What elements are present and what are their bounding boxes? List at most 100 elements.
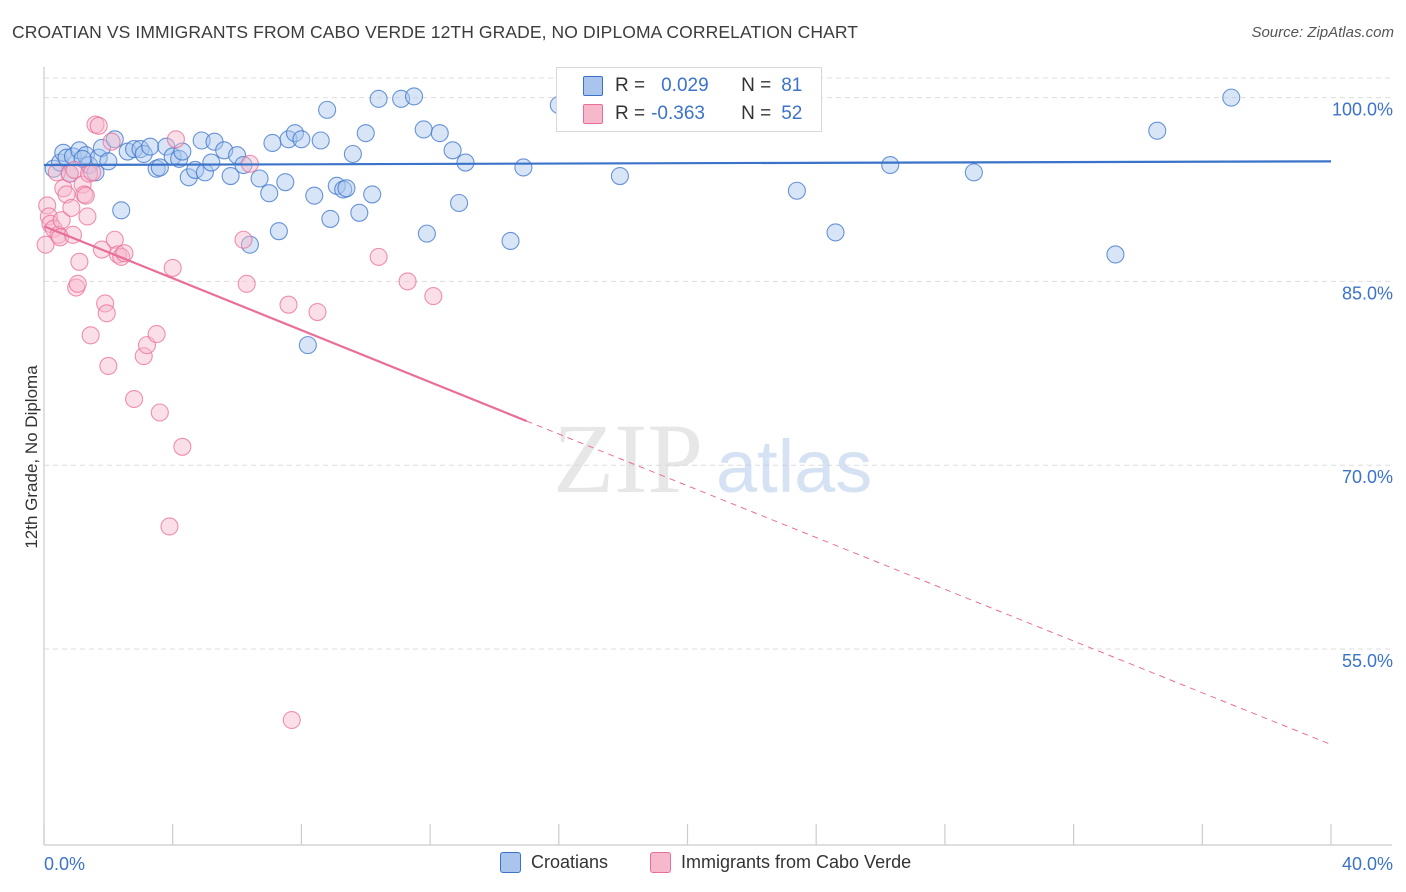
croatians-point — [610, 166, 629, 186]
cabo-verde-point — [57, 185, 76, 204]
croatians-point — [404, 87, 424, 106]
cabo-verde-point — [99, 356, 118, 375]
points-layer — [36, 87, 1241, 730]
croatians-point — [964, 163, 983, 182]
cabo-verde-point — [83, 163, 102, 182]
legend-r-value: 0.029 — [661, 75, 709, 96]
croatians-point — [514, 158, 533, 177]
croatians-point — [292, 130, 311, 149]
cabo-verde-point — [282, 710, 301, 730]
croatians-point — [263, 133, 282, 153]
watermark-zip: ZIP — [553, 403, 703, 514]
cabo-verde-point — [150, 403, 169, 422]
cabo-verde-point — [68, 274, 87, 293]
axis-layer — [43, 67, 1392, 846]
legend-n-label: N = — [741, 103, 772, 124]
cabo-verde-point — [424, 287, 443, 306]
croatians-point — [134, 144, 153, 164]
croatians-point — [826, 223, 845, 242]
croatians-point — [202, 153, 221, 172]
cabo-verde-point — [234, 230, 253, 249]
legend-r-value: -0.363 — [651, 103, 705, 124]
legend-n-value: 52 — [781, 103, 803, 124]
croatians-point — [787, 181, 806, 200]
croatians-point — [1148, 121, 1167, 140]
croatians-label: Croatians — [531, 852, 609, 872]
croatians-point — [443, 141, 462, 160]
series-legend: Croatians Immigrants from Cabo Verde — [0, 852, 1406, 878]
cabo-verde-point — [97, 304, 116, 323]
croatians-point — [501, 231, 520, 251]
cabo-verde-point — [173, 437, 192, 456]
cabo-verde-point — [76, 186, 95, 205]
y-axis-title: 12th Grade, No Diploma — [22, 365, 41, 549]
labels-layer: 55.0% 70.0% 85.0% 100.0% 0.0% 40.0% 12th Grade… — [22, 100, 1393, 874]
croatians-point — [150, 158, 169, 177]
croatians-point — [369, 89, 388, 108]
croatians-trendline — [43, 160, 1332, 167]
croatians-point — [321, 209, 340, 228]
legend-swatch-croatians — [583, 76, 603, 96]
croatians-point — [105, 130, 124, 149]
cabo-verde-point — [237, 274, 256, 293]
croatians-swatch — [500, 852, 521, 873]
croatians-point — [318, 100, 337, 119]
croatians-point — [363, 185, 382, 204]
croatians-point — [112, 201, 131, 220]
croatians-point — [269, 222, 288, 241]
cabo-verde-point — [308, 302, 327, 322]
cabo-verde-point — [102, 132, 121, 151]
croatians-point — [311, 131, 330, 150]
legend-r-label: R = — [615, 103, 646, 124]
trend-layer — [43, 160, 1332, 745]
croatians-point — [456, 153, 475, 172]
y-tick-label: 100.0% — [1332, 100, 1393, 120]
croatians-point — [430, 124, 449, 143]
cabo-verde-point — [160, 517, 179, 536]
croatians-point — [414, 120, 433, 139]
cabo-verde-point — [78, 207, 97, 226]
croatians-point — [881, 155, 900, 175]
cabo-verde-point — [36, 235, 55, 254]
cabo-verde-point — [125, 389, 144, 409]
cabo-verde-trendline-extension — [526, 420, 1332, 745]
legend-item-croatians: Croatians — [500, 852, 608, 873]
croatians-point — [260, 184, 279, 203]
watermark-atlas: atlas — [716, 425, 872, 508]
croatians-point — [250, 169, 269, 188]
y-tick-label: 55.0% — [1342, 651, 1393, 671]
cabo-verde-label: Immigrants from Cabo Verde — [681, 852, 912, 872]
croatians-point — [141, 137, 160, 156]
legend-n-value: 81 — [781, 75, 803, 96]
x-tick-label: 0.0% — [44, 854, 85, 874]
y-tick-label: 70.0% — [1342, 467, 1393, 487]
legend-r-label: R = — [615, 75, 646, 96]
cabo-verde-point — [369, 247, 388, 266]
legend-row-2: R = -0.363 N = 52 — [615, 102, 802, 126]
croatians-point — [276, 173, 295, 192]
cabo-verde-point — [62, 198, 81, 217]
stats-legend: R = 0.029 N = 81 R = -0.363 N = 52 — [556, 67, 822, 132]
legend-row-1: R = 0.029 N = 81 — [615, 74, 802, 98]
croatians-point — [1106, 245, 1125, 264]
croatians-point — [192, 131, 211, 150]
cabo-verde-point — [147, 325, 166, 344]
cabo-verde-point — [279, 295, 298, 314]
y-tick-label: 85.0% — [1342, 283, 1393, 303]
croatians-point — [450, 193, 469, 213]
croatians-point — [356, 124, 375, 143]
cabo-verde-point — [52, 211, 71, 230]
x-tick-label: 40.0% — [1342, 854, 1393, 874]
cabo-verde-point — [398, 272, 417, 291]
croatians-point — [305, 186, 324, 205]
legend-item-cabo-verde: Immigrants from Cabo Verde — [650, 852, 911, 873]
cabo-verde-point — [134, 347, 153, 366]
source-label: Source: ZipAtlas.com — [1251, 24, 1394, 41]
croatians-point — [343, 144, 362, 164]
cabo-verde-point — [47, 163, 66, 182]
cabo-verde-swatch — [650, 852, 671, 873]
cabo-verde-point — [163, 258, 182, 277]
cabo-verde-point — [81, 326, 100, 345]
legend-swatch-cabo-verde — [583, 104, 603, 124]
